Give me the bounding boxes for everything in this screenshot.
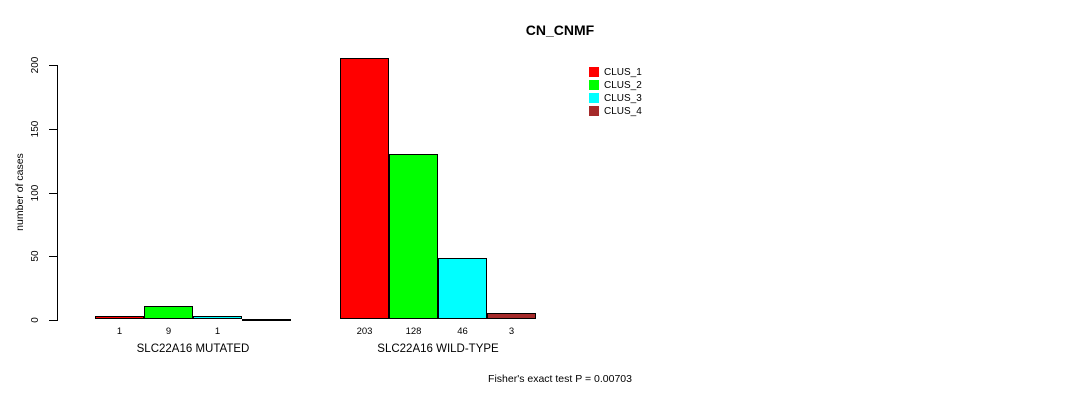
legend-swatch-clus_2 — [589, 80, 599, 90]
y-axis-line — [57, 65, 58, 321]
footer-stat-label: Fisher's exact test P = 0.00703 — [488, 373, 632, 385]
bar-clus_1 — [340, 58, 389, 319]
bar-clus_3 — [193, 316, 242, 319]
chart-title: CN_CNMF — [525, 22, 595, 38]
bar-clus_1 — [95, 316, 144, 319]
legend-label: CLUS_3 — [604, 93, 642, 104]
legend-swatch-clus_1 — [589, 67, 599, 77]
x-group-label: SLC22A16 WILD-TYPE — [377, 343, 499, 355]
y-tick-label: 150 — [30, 120, 41, 138]
legend-swatch-clus_3 — [589, 93, 599, 103]
x-group-label: SLC22A16 MUTATED — [136, 343, 250, 355]
bar-clus_4-zero — [242, 319, 291, 321]
bar-clus_2 — [144, 306, 193, 319]
y-tick-mark — [49, 193, 57, 194]
bar-value-label: 9 — [165, 326, 172, 337]
y-axis-title: number of cases — [14, 153, 26, 231]
y-tick-mark — [49, 320, 57, 321]
bar-value-label: 1 — [116, 326, 123, 337]
legend-label: CLUS_1 — [604, 67, 642, 78]
y-tick-label: 50 — [30, 250, 41, 262]
y-tick-mark — [49, 256, 57, 257]
legend-label: CLUS_2 — [604, 80, 642, 91]
y-tick-label: 0 — [30, 317, 41, 323]
y-tick-label: 100 — [30, 184, 41, 202]
bar-clus_3 — [438, 258, 487, 319]
legend-swatch-clus_4 — [589, 106, 599, 116]
bar-value-label: 3 — [508, 326, 515, 337]
bar-value-label: 128 — [405, 326, 422, 337]
bar-value-label: 203 — [356, 326, 373, 337]
bar-value-label: 46 — [457, 326, 468, 337]
legend-label: CLUS_4 — [604, 106, 642, 117]
y-tick-mark — [49, 129, 57, 130]
bar-clus_4 — [487, 313, 536, 319]
bar-clus_2 — [389, 154, 438, 319]
y-tick-label: 200 — [30, 56, 41, 74]
y-tick-mark — [49, 65, 57, 66]
bar-value-label: 1 — [214, 326, 221, 337]
